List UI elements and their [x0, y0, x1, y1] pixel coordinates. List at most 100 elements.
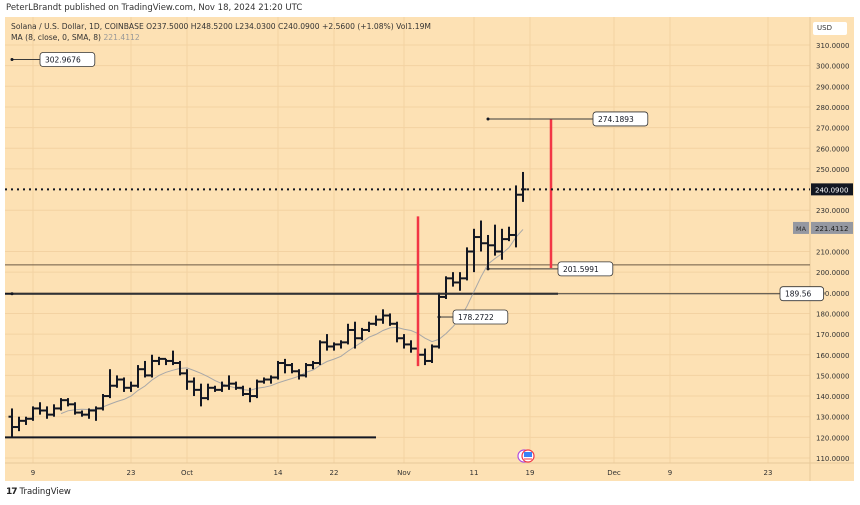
ohlc-bar: [372, 315, 380, 326]
ohlc-bar: [281, 358, 289, 374]
ohlc-bar: [498, 228, 506, 260]
ohlc-bar: [519, 171, 527, 202]
price-tick-label: 170.0000: [816, 331, 849, 339]
ma-legend[interactable]: MA (8, close, 0, SMA, 8) 221.4112: [11, 33, 140, 42]
tradingview-brand[interactable]: 17 TradingView: [6, 487, 71, 497]
ma-legend-value: 221.4112: [103, 33, 140, 42]
ohlc-bar: [316, 340, 324, 366]
ohlc-bar: [330, 342, 338, 351]
last-price-tag: [811, 183, 853, 196]
axis-tags: 240.0900 MA 221.4112: [793, 183, 853, 234]
anchor-dot-icon: [10, 292, 14, 296]
price-tick-label: 180.0000: [816, 310, 849, 318]
ma-tag-text: 221.4112: [815, 225, 848, 233]
ohlc-bar: [295, 369, 303, 380]
price-label-box: [557, 261, 614, 277]
ohlc-bar: [442, 276, 450, 299]
time-tick-label: 23: [127, 469, 136, 477]
publish-line: PeterLBrandt published on TradingView.co…: [6, 3, 303, 13]
ohlc-bar: [400, 334, 408, 349]
ohlc-bar: [148, 354, 156, 378]
ohlc-bar: [22, 416, 30, 425]
time-tick-label: 9: [31, 469, 35, 477]
time-axis[interactable]: 9 23 Oct 14 22 Nov 11 19 Dec 9 23: [31, 469, 773, 477]
last-price-tag-text: 240.0900: [815, 186, 848, 194]
anchor-dot-icon: [437, 315, 441, 319]
price-label-text: 189.56: [785, 290, 811, 299]
ohlc-bar: [204, 383, 212, 401]
ohlc-bar: [358, 327, 366, 341]
ohlc-bar: [15, 416, 23, 432]
price-label[interactable]: 189.56: [10, 286, 824, 302]
ohlc-bar: [456, 272, 464, 291]
ohlc-bar: [190, 377, 198, 397]
ohlc-bar: [393, 321, 401, 343]
ohlc-bar: [449, 272, 457, 287]
price-tick-label: 290.0000: [816, 83, 849, 91]
red-measure-lines[interactable]: [416, 118, 553, 367]
ma-tag-name: MA: [796, 225, 807, 233]
ohlc-bar: [379, 309, 387, 324]
ohlc-bar: [106, 369, 114, 399]
price-label-box: [39, 52, 96, 67]
ohlc-bar: [470, 228, 478, 273]
price-label[interactable]: 302.9676: [10, 52, 96, 67]
price-labels[interactable]: 302.9676 274.1893 201.5991 178.2722 189.56: [10, 52, 824, 325]
ohlc-bar: [288, 363, 296, 374]
price-label[interactable]: 201.5991: [486, 261, 614, 277]
ohlc-bar: [484, 234, 492, 269]
ohlc-bar: [463, 247, 471, 281]
price-label-text: 201.5991: [563, 265, 599, 274]
ohlc-bar: [302, 363, 310, 378]
ohlc-bar: [50, 404, 58, 417]
ohlc-bar: [365, 321, 373, 333]
ohlc-bar: [43, 406, 51, 419]
ma-tag: [811, 221, 853, 234]
price-tick-label: 280.0000: [816, 104, 849, 112]
ohlc-bar: [120, 377, 128, 392]
price-label-box: [779, 286, 824, 302]
ohlc-bar: [211, 385, 219, 392]
ohlc-bar: [169, 350, 177, 366]
ohlc-bar: [99, 393, 107, 411]
ohlc-bar: [407, 340, 415, 353]
ma-tag-name-box: [793, 221, 809, 234]
ohlc-bar: [435, 292, 443, 349]
price-tick-label: 270.0000: [816, 125, 849, 133]
ohlc-bar: [512, 185, 520, 248]
ohlc-bar: [155, 356, 163, 366]
price-tick-label: 150.0000: [816, 372, 849, 380]
price-label[interactable]: 274.1893: [486, 111, 649, 127]
price-tick-label: 250.0000: [816, 166, 849, 174]
ohlc-bar: [78, 410, 86, 417]
ohlc-bar: [337, 340, 345, 349]
ohlc-bar: [344, 323, 352, 345]
event-icon[interactable]: [517, 449, 535, 463]
ohlc-bar: [71, 402, 79, 415]
ohlc-bar: [85, 408, 93, 419]
price-tick-label: 190.0000: [816, 290, 849, 298]
tradingview-logo-icon: 17: [6, 487, 17, 497]
time-tick-label: 23: [764, 469, 773, 477]
ohlc-bar: [253, 379, 261, 399]
price-axis[interactable]: 310.0000 300.0000 290.0000 280.0000 270.0000…: [816, 42, 849, 463]
time-tick-label: 22: [330, 469, 339, 477]
ohlc-bar: [162, 357, 170, 366]
price-label-box: [592, 111, 649, 127]
time-tick-label: 19: [526, 469, 535, 477]
ohlc-bar: [309, 360, 317, 370]
price-tick-label: 110.0000: [816, 455, 849, 463]
symbol-legend: Solana / U.S. Dollar, 1D, COINBASE O237.…: [11, 22, 431, 31]
price-tick-label: 310.0000: [816, 42, 849, 50]
anchor-dot-icon: [486, 267, 490, 271]
price-label-box: [452, 309, 509, 325]
price-tick-label: 230.0000: [816, 207, 849, 215]
price-tick-label: 260.0000: [816, 145, 849, 153]
ohlc-bar: [127, 381, 135, 392]
price-label[interactable]: 178.2722: [437, 309, 509, 325]
price-tick-label: 300.0000: [816, 63, 849, 71]
ohlc-bar: [225, 375, 233, 390]
ohlc-bar: [183, 369, 191, 390]
currency-button[interactable]: USD: [813, 22, 847, 35]
